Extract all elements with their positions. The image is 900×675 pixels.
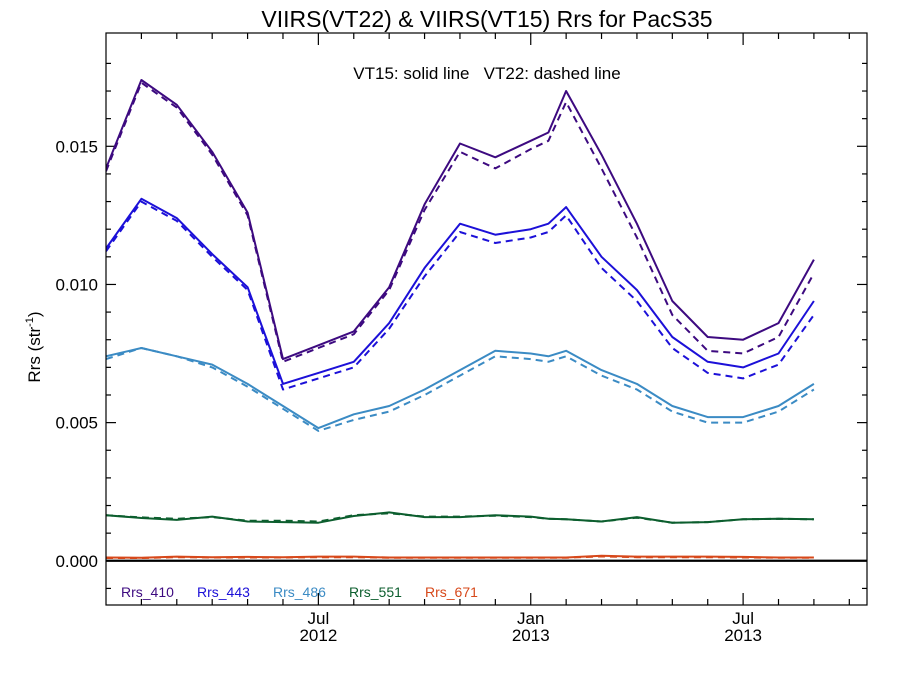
y-axis-label-main: Rrs (str [25, 327, 44, 383]
rrs-486-vt22-line [106, 347, 815, 432]
y-tick-label: 0.015 [55, 137, 98, 156]
x-tick-label-year: 2012 [299, 626, 337, 645]
rrs-410-vt15-line [106, 79, 815, 361]
x-tick-label-year: 2013 [512, 626, 550, 645]
legend: Rrs_410 Rrs_443 Rrs_486 Rrs_551 Rrs_671 [121, 584, 478, 600]
x-tick-label-year: 2013 [724, 626, 762, 645]
rrs-443-vt15-line [106, 197, 815, 385]
rrs-551-vt22-line [106, 512, 814, 524]
legend-rrs-671: Rrs_671 [425, 584, 478, 600]
rrs-671-vt22-line [106, 555, 814, 559]
plot-frame [105, 32, 868, 606]
legend-rrs-410: Rrs_410 [121, 584, 174, 600]
y-tick-label: 0.000 [55, 552, 98, 571]
x-tick-label-month: Jul [308, 609, 330, 628]
rrs-486-vt15-line [106, 347, 815, 430]
y-axis-label: Rrs (str-1) [24, 311, 44, 382]
line-style-note: VT15: solid line VT22: dashed line [353, 64, 620, 83]
y-axis-label-sup: -1 [24, 317, 36, 327]
y-axis-label-end: ) [25, 311, 44, 317]
legend-rrs-443: Rrs_443 [197, 584, 250, 600]
legend-rrs-551: Rrs_551 [349, 584, 402, 600]
chart-title: VIIRS(VT22) & VIIRS(VT15) Rrs for PacS35 [261, 6, 712, 32]
x-tick-label-month: Jul [732, 609, 754, 628]
x-tick-label-month: Jan [517, 609, 544, 628]
rrs-410-vt22-line [106, 81, 815, 363]
y-tick-label: 0.010 [55, 275, 98, 294]
legend-rrs-486: Rrs_486 [273, 584, 326, 600]
plot-area: 0.0000.0050.0100.015Jul2012Jan2013Jul201… [55, 33, 867, 645]
rrs-443-vt22-line [106, 200, 815, 391]
y-tick-label: 0.005 [55, 414, 98, 433]
